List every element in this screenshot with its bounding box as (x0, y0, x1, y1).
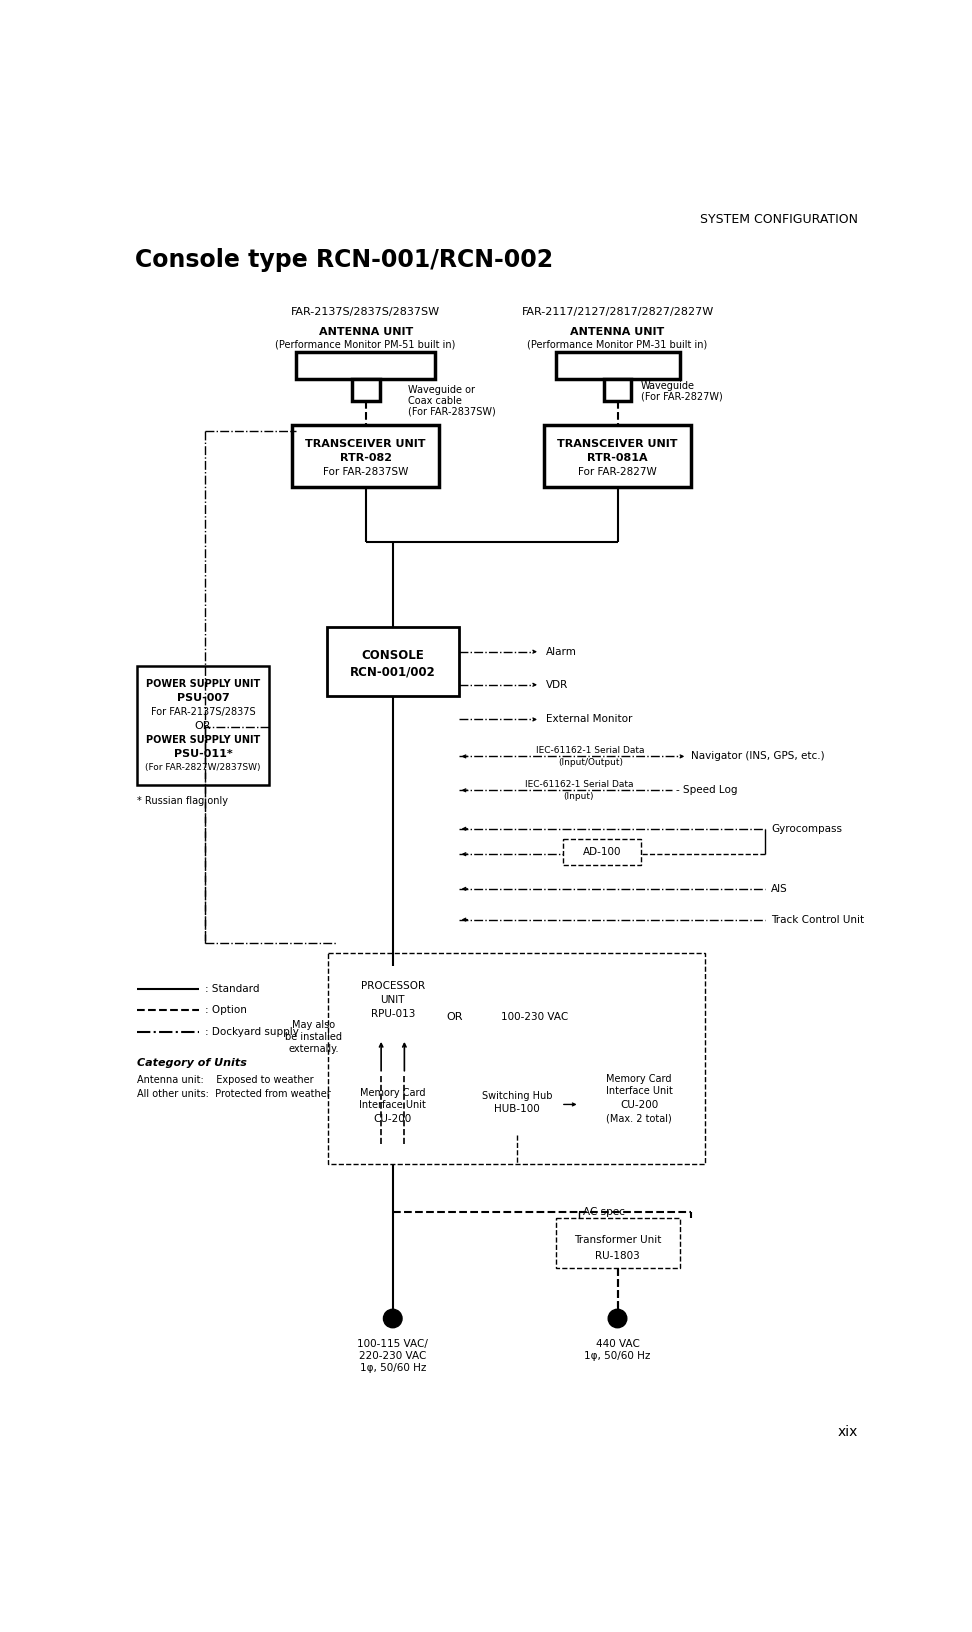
Text: RU-1803: RU-1803 (595, 1250, 640, 1262)
Text: (For FAR-2837SW): (For FAR-2837SW) (408, 406, 496, 416)
Bar (556, 1219, 679, 1268)
Bar (544, 426, 691, 486)
Text: Memory Card: Memory Card (360, 1087, 426, 1097)
Text: Waveguide or: Waveguide or (408, 385, 475, 395)
Text: 1φ, 50/60 Hz: 1φ, 50/60 Hz (584, 1351, 650, 1361)
Text: (Max. 2 total): (Max. 2 total) (607, 1113, 672, 1124)
Text: FAR-2137S/2837S/2837SW: FAR-2137S/2837S/2837SW (291, 307, 440, 318)
Bar (292, 426, 439, 486)
Text: UNIT: UNIT (380, 996, 405, 1005)
Text: CU-200: CU-200 (620, 1100, 658, 1110)
Text: ANTENNA UNIT: ANTENNA UNIT (319, 326, 413, 336)
Bar (342, 1074, 443, 1136)
Text: CU-200: CU-200 (373, 1113, 412, 1124)
Bar (295, 353, 435, 379)
Text: (Performance Monitor PM-31 built in): (Performance Monitor PM-31 built in) (528, 339, 708, 349)
Text: RTR-081A: RTR-081A (587, 454, 647, 463)
Text: AC spec: AC spec (582, 1208, 624, 1217)
Text: CONSOLE: CONSOLE (362, 648, 424, 661)
Text: be installed: be installed (285, 1031, 342, 1043)
Text: External Monitor: External Monitor (546, 715, 633, 725)
Text: IEC-61162-1 Serial Data: IEC-61162-1 Serial Data (525, 780, 633, 788)
Text: 100-230 VAC: 100-230 VAC (502, 1012, 569, 1022)
Bar (474, 1074, 559, 1136)
Text: Navigator (INS, GPS, etc.): Navigator (INS, GPS, etc.) (691, 751, 825, 762)
Text: FAR-2117/2127/2817/2827/2827W: FAR-2117/2127/2817/2827/2827W (521, 307, 713, 318)
Text: Interface Unit: Interface Unit (606, 1085, 673, 1097)
Bar (581, 1059, 697, 1149)
Text: 100-115 VAC/: 100-115 VAC/ (358, 1338, 429, 1348)
Text: (For FAR-2827W): (For FAR-2827W) (641, 392, 722, 401)
Text: Gyrocompass: Gyrocompass (771, 824, 842, 834)
Text: : Standard: : Standard (205, 984, 260, 994)
Text: : Option: : Option (205, 1005, 247, 1015)
Text: POWER SUPPLY UNIT: POWER SUPPLY UNIT (146, 734, 260, 744)
Text: RPU-013: RPU-013 (370, 1009, 415, 1018)
Text: For FAR-2837SW: For FAR-2837SW (323, 467, 408, 477)
Text: Category of Units: Category of Units (137, 1058, 247, 1069)
Text: For FAR-2137S/2837S: For FAR-2137S/2837S (151, 707, 256, 716)
Text: IEC-61162-1 Serial Data: IEC-61162-1 Serial Data (537, 746, 644, 754)
Bar (137, 666, 268, 785)
Bar (352, 379, 380, 401)
Text: * Russian flag only: * Russian flag only (137, 796, 228, 806)
Bar (327, 627, 459, 697)
Text: PSU-011*: PSU-011* (173, 749, 232, 759)
Text: POWER SUPPLY UNIT: POWER SUPPLY UNIT (146, 679, 260, 689)
Text: externally.: externally. (289, 1044, 339, 1054)
Bar (563, 839, 641, 865)
Text: RCN-001/002: RCN-001/002 (350, 666, 435, 679)
Bar (346, 966, 439, 1040)
Text: All other units:  Protected from weather: All other units: Protected from weather (137, 1089, 330, 1098)
Text: Track Control Unit: Track Control Unit (771, 914, 864, 925)
Text: (Input): (Input) (564, 792, 594, 801)
Text: (For FAR-2827W/2837SW): (For FAR-2827W/2837SW) (145, 762, 260, 772)
Text: Console type RCN-001/RCN-002: Console type RCN-001/RCN-002 (135, 248, 554, 273)
Text: RTR-082: RTR-082 (339, 454, 392, 463)
Text: Waveguide: Waveguide (641, 380, 695, 390)
Text: Switching Hub: Switching Hub (481, 1090, 552, 1100)
Text: 1φ, 50/60 Hz: 1φ, 50/60 Hz (360, 1363, 426, 1373)
Bar (332, 956, 453, 1144)
Text: AIS: AIS (771, 885, 787, 894)
Text: Interface Unit: Interface Unit (360, 1100, 426, 1110)
Text: HUB-100: HUB-100 (494, 1105, 539, 1115)
Text: 220-230 VAC: 220-230 VAC (359, 1351, 427, 1361)
Text: Alarm: Alarm (546, 646, 577, 656)
Text: Transformer Unit: Transformer Unit (573, 1235, 661, 1245)
Text: Memory Card: Memory Card (607, 1074, 672, 1084)
Text: For FAR-2827W: For FAR-2827W (578, 467, 657, 477)
Text: SYSTEM CONFIGURATION: SYSTEM CONFIGURATION (700, 212, 857, 225)
Text: OR: OR (446, 1012, 463, 1022)
Circle shape (608, 1309, 627, 1328)
Text: PROCESSOR: PROCESSOR (361, 981, 425, 991)
Text: (Input/Output): (Input/Output) (558, 757, 623, 767)
Text: xix: xix (837, 1425, 857, 1439)
Text: AD-100: AD-100 (583, 847, 621, 857)
Circle shape (383, 1309, 402, 1328)
Text: Coax cable: Coax cable (408, 397, 462, 406)
Bar (604, 379, 632, 401)
Text: Antenna unit:    Exposed to weather: Antenna unit: Exposed to weather (137, 1075, 314, 1085)
Bar (329, 953, 705, 1164)
Text: OR: OR (194, 721, 211, 731)
Text: PSU-007: PSU-007 (177, 694, 229, 703)
Text: TRANSCEIVER UNIT: TRANSCEIVER UNIT (305, 439, 426, 449)
Text: 440 VAC: 440 VAC (596, 1338, 640, 1348)
Bar (556, 353, 679, 379)
Text: May also: May also (293, 1020, 335, 1030)
Text: (Performance Monitor PM-51 built in): (Performance Monitor PM-51 built in) (275, 339, 456, 349)
Text: : Dockyard supply: : Dockyard supply (205, 1027, 299, 1036)
Text: VDR: VDR (546, 681, 569, 690)
Text: - Speed Log: - Speed Log (676, 785, 737, 795)
Text: TRANSCEIVER UNIT: TRANSCEIVER UNIT (557, 439, 677, 449)
Text: ANTENNA UNIT: ANTENNA UNIT (571, 326, 665, 336)
